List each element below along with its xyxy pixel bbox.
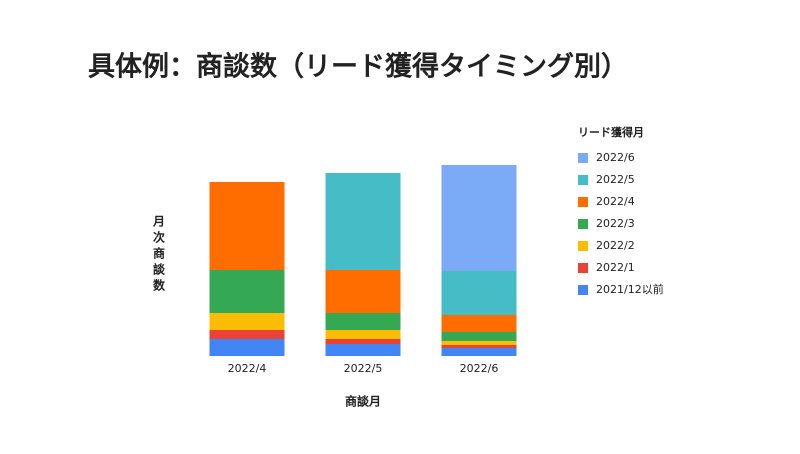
bar-segment: [209, 313, 285, 330]
legend-label: 2022/1: [596, 261, 635, 274]
legend-swatch: [578, 175, 588, 185]
legend-swatch: [578, 219, 588, 229]
legend-label: 2021/12以前: [596, 282, 664, 296]
bar-segment: [325, 173, 401, 270]
bar-segment: [325, 344, 401, 356]
bar-segment: [325, 313, 401, 330]
legend-label: 2022/6: [596, 151, 635, 164]
bar-segment: [325, 339, 401, 344]
x-tick-label: 2022/5: [344, 362, 383, 375]
bar-segment: [209, 330, 285, 339]
x-axis-label: 商談月: [345, 394, 381, 409]
bar-segment: [209, 270, 285, 313]
x-tick-label: 2022/6: [460, 362, 499, 375]
legend-label: 2022/5: [596, 173, 635, 186]
legend-swatch: [578, 285, 588, 295]
legend-swatch: [578, 197, 588, 207]
bar-segment: [441, 345, 517, 348]
bar-segment: [441, 271, 517, 315]
bar-segment: [441, 348, 517, 356]
legend-label: 2022/3: [596, 217, 635, 230]
legend-swatch: [578, 241, 588, 251]
chart-title: 具体例：商談数（リード獲得タイミング別）: [88, 51, 628, 83]
legend-title: リード獲得月: [578, 125, 644, 139]
y-axis-label: 月次商談数: [152, 215, 166, 295]
bar-segment: [441, 332, 517, 341]
bar-segment: [325, 330, 401, 339]
bar-segment: [209, 182, 285, 270]
bar-segment: [441, 315, 517, 332]
legend-label: 2022/2: [596, 239, 635, 252]
bar-segment: [209, 339, 285, 356]
bar-segment: [441, 341, 517, 345]
legend-swatch: [578, 263, 588, 273]
legend-swatch: [578, 153, 588, 163]
bar-segment: [325, 270, 401, 313]
bar-segment: [441, 165, 517, 271]
legend-label: 2022/4: [596, 195, 635, 208]
x-tick-label: 2022/4: [228, 362, 267, 375]
